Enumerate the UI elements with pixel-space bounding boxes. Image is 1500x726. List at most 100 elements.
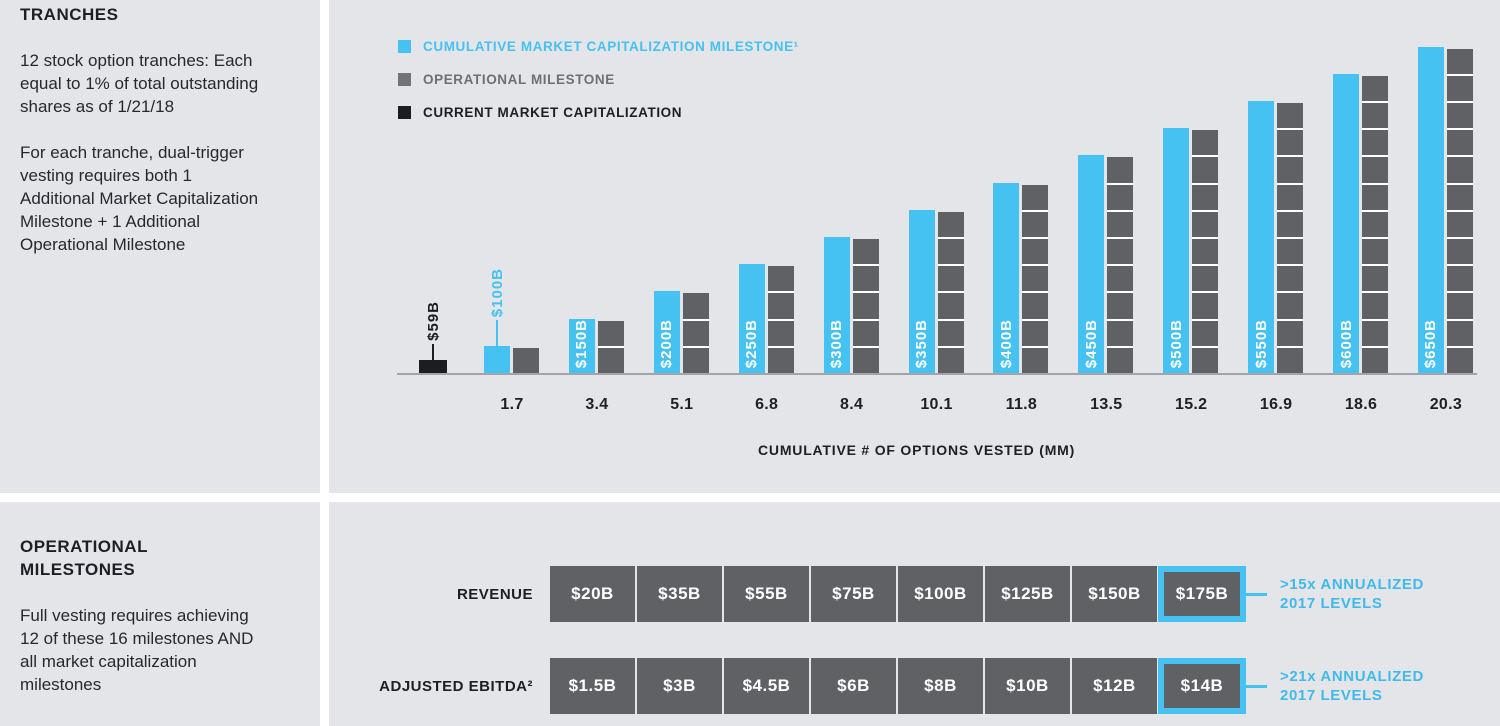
operational-segment bbox=[852, 238, 879, 265]
operational-segment bbox=[1192, 130, 1219, 156]
milestone-box: $150B bbox=[1072, 566, 1157, 622]
market-cap-value: $350B bbox=[913, 318, 930, 368]
operational-paragraph: Full vesting requires achieving 12 of th… bbox=[20, 606, 254, 694]
operational-segment bbox=[1362, 238, 1388, 265]
x-tick-label: 20.3 bbox=[1429, 396, 1463, 413]
x-axis-line bbox=[397, 373, 1477, 375]
operational-segment bbox=[1277, 211, 1304, 237]
operational-segment bbox=[1446, 184, 1473, 210]
operational-segment bbox=[1192, 347, 1219, 373]
milestone-box: $3B bbox=[637, 658, 722, 714]
operational-segment bbox=[1107, 211, 1134, 237]
market-cap-bar: $300B bbox=[823, 237, 850, 373]
operational-segment bbox=[937, 266, 964, 292]
operational-segment bbox=[597, 347, 624, 373]
operational-segment bbox=[1022, 347, 1049, 373]
operational-segment bbox=[1022, 266, 1049, 292]
operational-bar bbox=[597, 320, 624, 373]
legend-swatch-icon bbox=[398, 106, 411, 119]
operational-segment bbox=[1277, 130, 1304, 156]
operational-segment bbox=[1277, 266, 1304, 292]
operational-segment bbox=[767, 266, 794, 292]
milestone-boxes: $20B $35B $55B $75B $100B $125B $150B $175B bbox=[550, 566, 1246, 622]
market-cap-value: $500B bbox=[1167, 318, 1185, 368]
milestones-panel: REVENUE $20B $35B $55B $75B $100B $125B $150B $1… bbox=[329, 502, 1500, 726]
operational-segment bbox=[1446, 266, 1473, 292]
operational-segment bbox=[1446, 238, 1473, 265]
legend-swatch-icon bbox=[398, 73, 411, 86]
callout-text-line: >21x ANNUALIZED bbox=[1280, 668, 1424, 685]
tranches-title: TRANCHES bbox=[20, 5, 119, 24]
operational-segment bbox=[1022, 238, 1049, 265]
callout-text: >15x ANNUALIZED 2017 LEVELS bbox=[1280, 575, 1424, 613]
operational-segment bbox=[1446, 293, 1473, 319]
market-cap-value: $150B bbox=[573, 318, 591, 368]
operational-segment bbox=[513, 347, 539, 373]
callout-stem bbox=[496, 319, 498, 346]
x-tick-label: 15.2 bbox=[1175, 396, 1208, 413]
milestone-box: $6B bbox=[811, 658, 896, 714]
chart-panel: CUMULATIVE MARKET CAPITALIZATION MILESTO… bbox=[329, 0, 1500, 493]
operational-segment bbox=[1107, 347, 1134, 373]
market-cap-bar: $650B bbox=[1417, 46, 1444, 373]
operational-segment bbox=[1446, 157, 1473, 183]
market-cap-bar: $200B bbox=[653, 291, 680, 373]
callout-stem bbox=[432, 344, 434, 360]
milestone-box-highlighted: $175B bbox=[1158, 566, 1246, 622]
milestone-box: $12B bbox=[1072, 658, 1157, 714]
legend-item: OPERATIONAL MILESTONE bbox=[398, 72, 799, 87]
operational-bar bbox=[1446, 48, 1473, 373]
milestone-row-label: ADJUSTED EBITDA² bbox=[379, 677, 533, 695]
operational-segment bbox=[1446, 130, 1473, 156]
milestone-box-value: $14B bbox=[1164, 664, 1240, 708]
operational-segment bbox=[767, 347, 794, 373]
legend-item: CURRENT MARKET CAPITALIZATION bbox=[398, 105, 799, 120]
callout-text-line: >15x ANNUALIZED bbox=[1280, 576, 1424, 593]
operational-segment bbox=[767, 320, 794, 346]
operational-segment bbox=[682, 347, 709, 373]
milestone-box: $1.5B bbox=[550, 658, 635, 714]
operational-segment bbox=[1107, 238, 1134, 265]
chart-legend: CUMULATIVE MARKET CAPITALIZATION MILESTO… bbox=[398, 39, 799, 139]
milestone-box: $35B bbox=[637, 566, 722, 622]
operational-bar bbox=[1192, 130, 1219, 373]
operational-segment bbox=[937, 320, 964, 346]
market-cap-value: $550B bbox=[1252, 318, 1270, 368]
operational-segment bbox=[1362, 75, 1388, 101]
operational-segment bbox=[1022, 320, 1049, 346]
operational-segment bbox=[1362, 157, 1388, 183]
operational-segment bbox=[937, 347, 964, 373]
operational-bar bbox=[1022, 184, 1049, 373]
milestone-row-label: REVENUE bbox=[456, 585, 533, 603]
market-cap-bar: $150B bbox=[568, 318, 595, 373]
operational-segment bbox=[1277, 184, 1304, 210]
legend-label: CURRENT MARKET CAPITALIZATION bbox=[423, 105, 683, 120]
operational-segment bbox=[1362, 211, 1388, 237]
operational-segment bbox=[682, 293, 709, 319]
operational-bar bbox=[937, 211, 964, 373]
callout-line bbox=[1245, 592, 1267, 596]
market-cap-value: $300B bbox=[828, 318, 846, 368]
market-cap-bar: $500B bbox=[1163, 128, 1190, 373]
market-cap-bar: $550B bbox=[1248, 101, 1275, 373]
market-cap-bar: $350B bbox=[908, 209, 935, 373]
tranche-chart: CUMULATIVE MARKET CAPITALIZATION MILESTO… bbox=[329, 0, 1500, 493]
operational-segment bbox=[1362, 102, 1388, 129]
operational-title: OPERATIONAL MILESTONES bbox=[20, 537, 148, 579]
milestone-box: $10B bbox=[985, 658, 1070, 714]
operational-bar bbox=[1277, 102, 1304, 373]
x-tick-label: 18.6 bbox=[1344, 396, 1378, 413]
market-cap-value: $200B bbox=[658, 318, 676, 368]
operational-segment bbox=[1022, 211, 1049, 237]
operational-bar bbox=[852, 238, 879, 373]
operational-segment bbox=[1192, 157, 1219, 183]
operational-segment bbox=[1107, 293, 1134, 319]
market-cap-value: $250B bbox=[743, 318, 761, 368]
operational-segment bbox=[1362, 320, 1388, 346]
operational-segment bbox=[1362, 266, 1388, 292]
callout-line bbox=[1245, 684, 1267, 688]
market-cap-value: $600B bbox=[1337, 318, 1355, 368]
milestone-row: REVENUE $20B $35B $55B $75B $100B $125B $150B $1… bbox=[329, 566, 1424, 622]
milestone-box: $8B bbox=[898, 658, 983, 714]
operational-segment bbox=[1446, 211, 1473, 237]
